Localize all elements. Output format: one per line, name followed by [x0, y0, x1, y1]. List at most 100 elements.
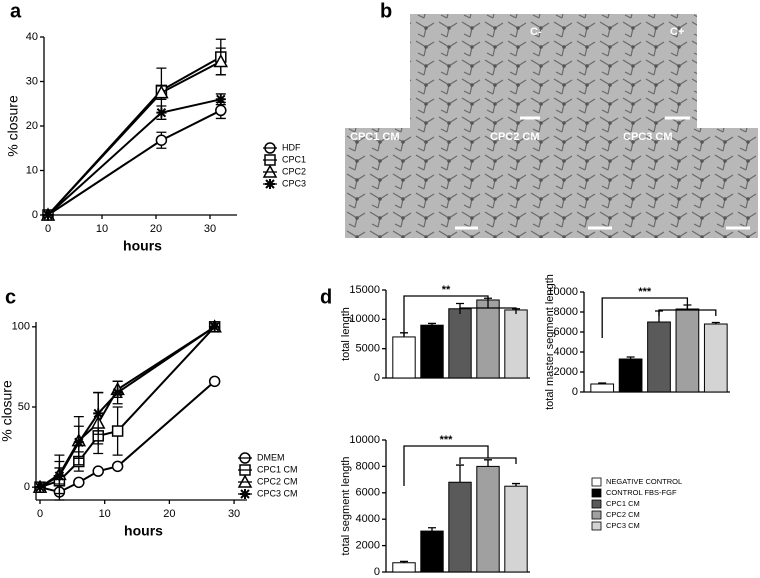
y-axis-label: total length: [340, 307, 352, 361]
marker: [93, 408, 104, 419]
marker: [92, 465, 104, 477]
panel-letter: a: [10, 0, 22, 22]
marker: [209, 321, 220, 332]
legend-swatch: [591, 521, 602, 531]
bar: [504, 309, 528, 379]
y-tick-label: 0: [24, 481, 30, 493]
x-tick-label: 20: [163, 508, 175, 520]
y-tick-label: 2000: [356, 540, 380, 552]
legend-label: CPC3 CM: [606, 521, 640, 530]
y-tick-label: 20: [26, 120, 38, 132]
significance-bracket: [601, 297, 717, 338]
bar: [703, 323, 728, 393]
marker: [111, 460, 124, 473]
y-tick-label: 15000: [349, 284, 380, 296]
panel-letter: b: [380, 0, 392, 22]
legend-swatch: [591, 477, 602, 487]
bar: [448, 308, 472, 379]
image-label: C-: [530, 26, 542, 38]
panel-letter: c: [5, 286, 16, 308]
image-label: CPC1 CM: [350, 131, 400, 143]
marker: [73, 476, 85, 489]
y-tick-label: 10: [26, 164, 38, 176]
marker: [111, 425, 124, 437]
y-tick-label: 100: [12, 321, 30, 333]
bar: [675, 308, 700, 393]
bar: [392, 336, 416, 379]
image-label: C+: [670, 26, 684, 38]
legend-label: CPC1 CM: [606, 499, 640, 508]
y-tick-label: 50: [18, 401, 30, 413]
legend-label: DMEM: [257, 452, 285, 462]
marker: [54, 470, 65, 481]
bar: [476, 299, 500, 379]
marker: [73, 437, 84, 448]
y-tick-label: 4000: [356, 513, 380, 525]
y-tick-label: 10000: [349, 313, 380, 325]
y-axis-label: total segment length: [340, 456, 352, 555]
bar: [647, 321, 671, 393]
legend-swatch: [591, 510, 602, 520]
legend-label: CONTROL FBS-FGF: [606, 488, 677, 497]
y-tick-label: 40: [26, 31, 38, 43]
x-axis-label: hours: [123, 238, 162, 254]
scale-bars: [455, 116, 750, 230]
x-tick-label: 10: [96, 223, 108, 235]
marker: [156, 107, 167, 118]
legend-swatch: [591, 488, 602, 498]
bar: [618, 358, 643, 393]
y-axis-label: total master segment length: [544, 274, 556, 410]
y-axis-label: % closure: [5, 95, 21, 157]
x-tick-label: 30: [228, 508, 240, 520]
bar: [448, 481, 472, 573]
y-tick-label: 6000: [554, 326, 578, 338]
x-tick-label: 20: [150, 223, 162, 235]
error-bar: [484, 459, 492, 467]
error-bar: [456, 464, 464, 483]
y-tick-label: 6000: [356, 487, 380, 499]
significance-bracket: [403, 295, 517, 336]
x-axis-label: hours: [124, 523, 163, 539]
x-tick-label: 10: [99, 508, 111, 520]
micrograph: [543, 14, 697, 132]
marker: [215, 94, 226, 105]
y-tick-label: 0: [572, 386, 578, 398]
legend-label: NEGATIVE CONTROL: [606, 477, 682, 486]
y-tick-label: 10000: [349, 434, 380, 446]
legend-label: CPC2 CM: [606, 510, 640, 519]
legend-label: HDF: [282, 142, 301, 152]
y-tick-label: 10000: [547, 286, 578, 298]
legend-swatch: [591, 499, 602, 509]
micrograph: [619, 128, 758, 238]
x-tick-label: 0: [45, 223, 51, 235]
marker: [213, 53, 229, 68]
y-tick-label: 5000: [356, 343, 380, 355]
micrograph: [485, 128, 619, 238]
bar: [504, 485, 528, 573]
marker: [155, 134, 168, 146]
image-label: CPC3 CM: [623, 131, 673, 143]
y-tick-label: 0: [374, 566, 380, 578]
error-bar: [428, 527, 436, 532]
panel-letter: d: [320, 286, 332, 308]
significance-label: ***: [638, 286, 652, 298]
y-axis-label: % closure: [0, 380, 15, 442]
legend-label: CPC2 CM: [257, 476, 298, 486]
bar: [476, 465, 500, 573]
micrograph: [410, 14, 543, 132]
bar: [392, 562, 416, 573]
panel-b: b C- C+ CPC1 CM CPC2 CM CPC3 CM: [345, 0, 758, 238]
significance-bracket: [403, 445, 517, 486]
micrograph: [345, 128, 485, 238]
legend-label: CPC3 CM: [257, 488, 298, 498]
image-label: CPC2 CM: [490, 131, 540, 143]
marker: [208, 375, 221, 388]
y-tick-label: 8000: [554, 306, 578, 318]
significance-label: ***: [440, 434, 454, 446]
marker: [35, 482, 45, 493]
series-line: [39, 325, 216, 489]
significance-label: **: [442, 284, 451, 296]
marker: [112, 387, 123, 398]
bar: [420, 530, 444, 573]
marker: [215, 104, 227, 117]
